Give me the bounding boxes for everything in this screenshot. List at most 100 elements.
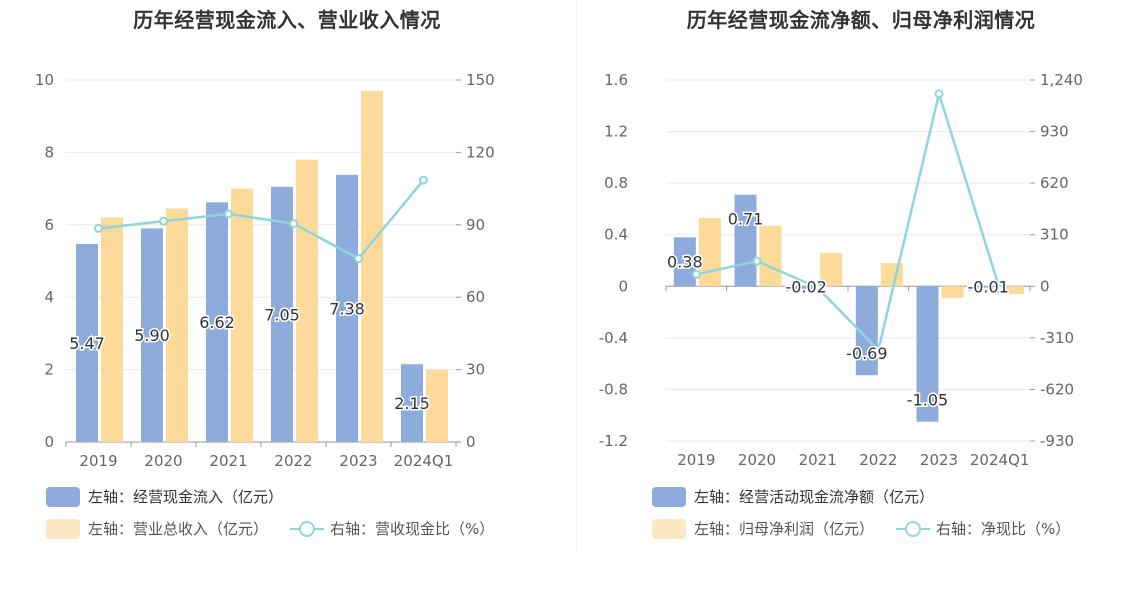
data-label: 6.62 — [199, 313, 235, 332]
bar-primary — [76, 243, 98, 442]
data-label: -0.69 — [846, 344, 887, 363]
data-label: 5.90 — [134, 326, 170, 345]
y-right-tick-label: 150 — [466, 71, 495, 89]
line-point — [94, 223, 103, 233]
x-tick-label: 2020 — [738, 451, 776, 469]
data-label: 0.38 — [667, 252, 703, 271]
legend-item-revenue[interactable]: 左轴：营业总收入（亿元） — [88, 520, 269, 538]
bar-primary — [855, 286, 878, 376]
legend-row-2: 左轴：营业总收入（亿元） 右轴：营收现金比（%） — [46, 518, 494, 539]
bar-primary — [206, 202, 228, 442]
chart-panel-net-cash-profit: 历年经营现金流净额、归母净利润情况 -1.2 -0.8 -0.4 0 0.4 0.8 1.2… — [574, 0, 1148, 589]
data-label: 5.47 — [69, 334, 105, 353]
line-point — [873, 345, 883, 355]
bar-primary — [336, 174, 358, 442]
legend-swatch-bar-blue — [46, 486, 80, 507]
line-point — [419, 175, 428, 185]
chart-plot-area: 0 2 4 6 8 10 0 30 60 90 120 150 2019 2020 2021 2022 2023… — [35, 71, 495, 470]
bar-secondary — [426, 369, 448, 442]
legend-label: 左轴：经营活动现金流净额（亿元） — [694, 488, 935, 506]
line-point — [934, 89, 944, 99]
line-point — [224, 209, 233, 219]
y-right-tick-label: 30 — [466, 361, 485, 379]
legend-swatch-bar-orange — [46, 518, 80, 539]
x-tick-label: 2019 — [79, 452, 117, 470]
y-left-tick-label: -1.2 — [599, 432, 628, 450]
bar-primary — [795, 286, 818, 289]
bar-secondary — [1002, 286, 1025, 295]
bar-secondary — [296, 159, 318, 442]
legend-swatch-bar-orange — [652, 518, 686, 539]
x-tick-label: 2022 — [274, 452, 312, 470]
bar-primary — [141, 228, 163, 442]
legend-row-2: 左轴：归母净利润（亿元） 右轴：净现比（%） — [652, 518, 1070, 539]
bar-secondary — [166, 208, 188, 442]
chart-plot-area: -1.2 -0.8 -0.4 0 0.4 0.8 1.2 1.6 -930 -620 -310 0 31… — [599, 71, 1083, 469]
legend-swatch-line-icon — [290, 519, 325, 539]
line-point — [995, 284, 1005, 294]
data-label: 0.71 — [728, 210, 764, 229]
y-left-tick-label: 8 — [44, 143, 54, 161]
legend-item-net-cash[interactable]: 左轴：经营活动现金流净额（亿元） — [652, 486, 934, 507]
y-right-tick-label: 1,240 — [1040, 71, 1083, 89]
data-label: -0.01 — [967, 277, 1008, 296]
legend-item-net-cash-ratio[interactable]: 右轴：净现比（%） — [936, 520, 1071, 538]
legend-item-net-profit[interactable]: 左轴：归母净利润（亿元） — [694, 520, 875, 538]
y-right-tick-label: 0 — [466, 433, 476, 451]
data-label: 7.05 — [264, 305, 300, 324]
chart-title: 历年经营现金流入、营业收入情况 — [133, 8, 441, 32]
bar-secondary — [820, 252, 843, 287]
bar-secondary — [361, 90, 383, 443]
bar-primary — [916, 286, 939, 422]
y-left-tick-label: 6 — [44, 216, 54, 234]
x-tick-label: 2024Q1 — [970, 451, 1030, 469]
y-right-tick-label: 120 — [466, 143, 495, 161]
y-left-tick-label: 1.2 — [604, 123, 628, 141]
y-right-tick-label: -310 — [1040, 329, 1074, 347]
y-right-tick-label: 90 — [466, 216, 485, 234]
x-tick-label: 2022 — [859, 451, 897, 469]
x-tick-label: 2024Q1 — [394, 452, 454, 470]
y-right-tick-label: 930 — [1040, 123, 1069, 141]
line-point — [159, 216, 168, 226]
line-point — [752, 256, 762, 266]
chart-title: 历年经营现金流净额、归母净利润情况 — [686, 8, 1036, 32]
y-right-tick-label: 60 — [466, 288, 485, 306]
bar-primary — [401, 364, 423, 442]
y-left-tick-label: 4 — [44, 288, 54, 306]
y-left-tick-label: -0.4 — [599, 329, 628, 347]
bar-secondary — [101, 217, 123, 442]
y-right-tick-label: 310 — [1040, 226, 1069, 244]
bar-primary — [271, 186, 293, 442]
y-left-tick-label: 0 — [618, 277, 628, 295]
chart-panel-cash-inflow-revenue: 历年经营现金流入、营业收入情况 0 2 4 6 8 10 0 30 60 90 120 150 2019… — [35, 8, 495, 539]
legend-item-cash-inflow[interactable]: 左轴：经营现金流入（亿元） — [46, 486, 283, 507]
legend-item-cash-ratio[interactable]: 右轴：营收现金比（%） — [330, 520, 495, 538]
data-label: 2.15 — [394, 394, 430, 413]
bar-secondary — [880, 263, 903, 287]
bar-secondary — [231, 188, 253, 442]
y-left-tick-label: -0.8 — [599, 380, 628, 398]
x-tick-label: 2023 — [339, 452, 377, 470]
x-tick-label: 2019 — [677, 451, 715, 469]
line-point — [289, 219, 298, 229]
y-left-tick-label: 1.6 — [604, 71, 628, 89]
data-label: -1.05 — [907, 391, 948, 410]
y-right-tick-label: 620 — [1040, 174, 1069, 192]
bar-primary — [673, 237, 696, 287]
line-point — [691, 269, 701, 279]
line-series — [696, 89, 1001, 353]
legend-swatch-line-icon — [896, 519, 931, 539]
x-tick-label: 2021 — [799, 451, 837, 469]
x-tick-label: 2020 — [144, 452, 182, 470]
bar-primary — [977, 286, 1000, 288]
y-right-tick-label: 0 — [1040, 277, 1050, 295]
y-right-tick-label: -930 — [1040, 432, 1074, 450]
line-point — [354, 254, 363, 264]
x-tick-label: 2021 — [209, 452, 247, 470]
y-left-tick-label: 0.8 — [604, 174, 628, 192]
bar-secondary — [759, 225, 782, 287]
line-series — [98, 179, 425, 261]
y-left-tick-label: 2 — [44, 361, 54, 379]
panel-divider — [576, 0, 577, 550]
